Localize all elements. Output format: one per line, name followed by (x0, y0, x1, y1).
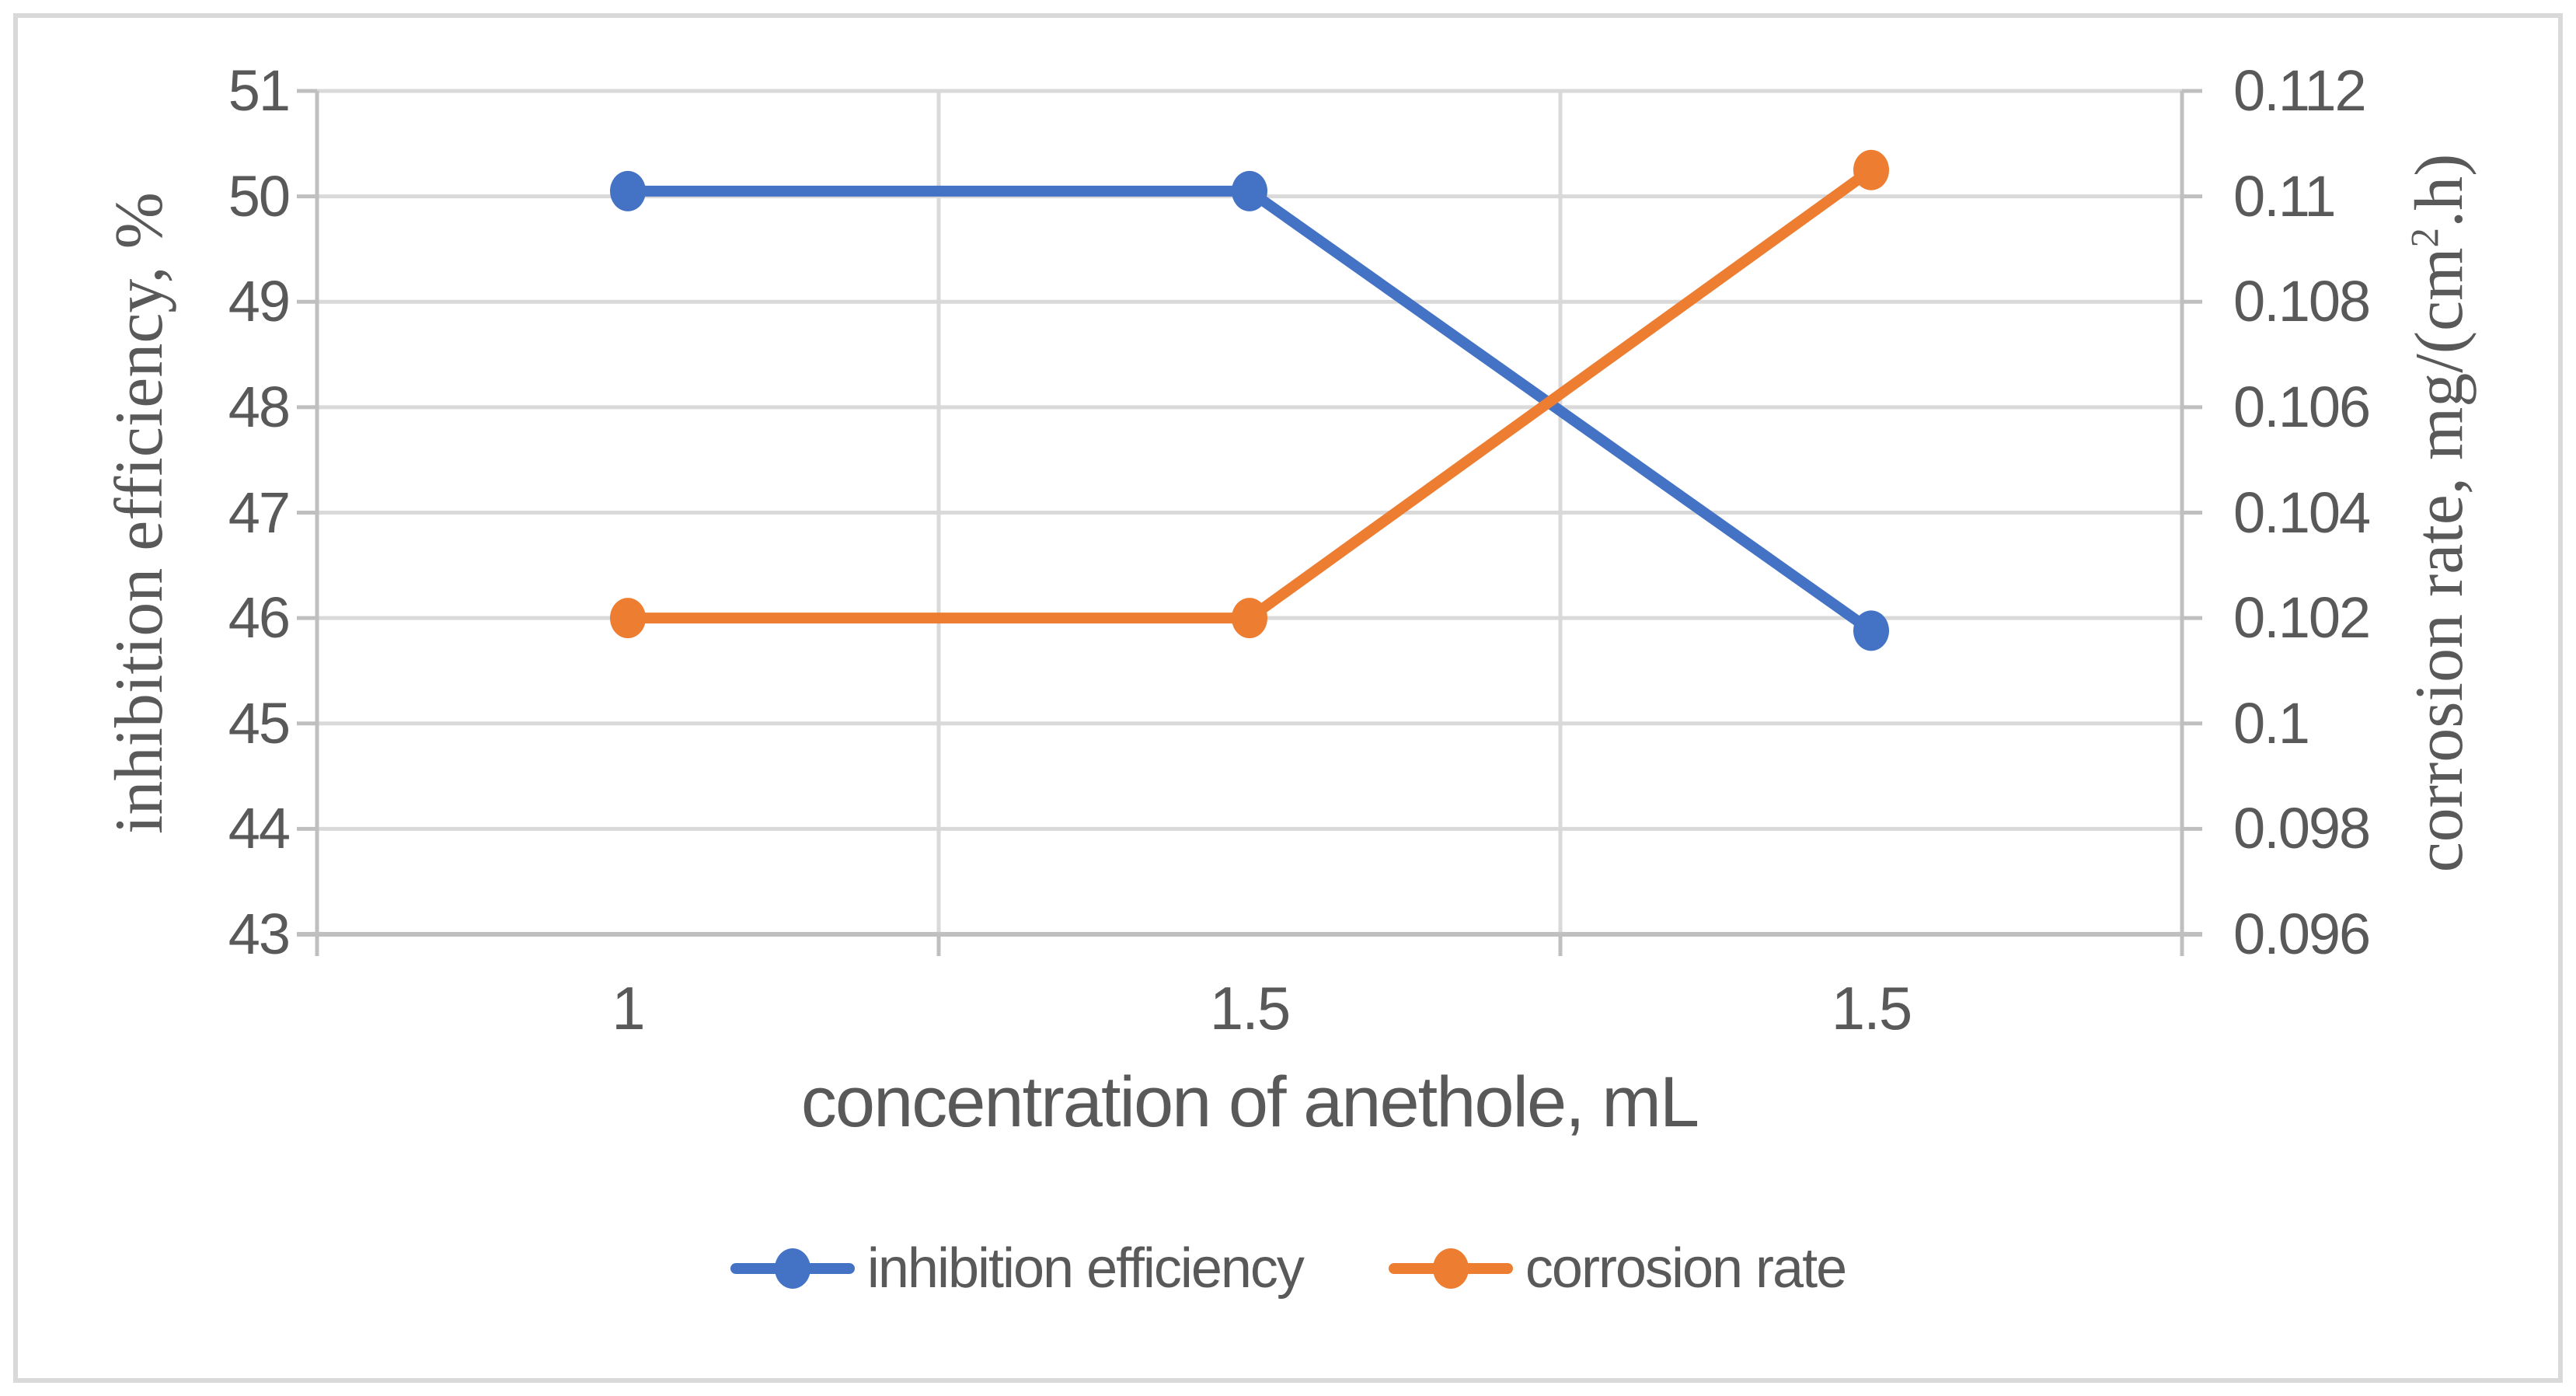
right-axis-tick-label: 0.098 (2233, 796, 2371, 861)
left-axis-tick-label: 43 (228, 902, 291, 966)
legend-item: inhibition efficiency (730, 1237, 1305, 1300)
legend-marker-icon (1432, 1248, 1469, 1289)
right-axis-tick-label: 0.11 (2233, 163, 2337, 229)
legend-swatch (730, 1246, 855, 1291)
chart-border (13, 13, 2563, 1383)
data-point-marker-corrosion-rate (1232, 598, 1267, 639)
right-axis-tick-label: 0.112 (2233, 58, 2367, 123)
left-axis-tick-label: 50 (228, 163, 291, 229)
data-point-marker-corrosion-rate (610, 598, 646, 639)
x-axis-tick-label: 1.5 (1831, 974, 1912, 1042)
left-axis-tick-label: 46 (228, 585, 291, 651)
data-point-marker-inhibition-efficiency (610, 170, 646, 211)
left-axis-tick-label: 47 (228, 480, 291, 545)
legend-item: corrosion rate (1388, 1237, 1847, 1300)
right-axis-tick-label: 0.106 (2233, 374, 2371, 439)
right-axis-tick-label: 0.096 (2233, 902, 2371, 966)
right-axis-title-suffix: .h) (2402, 153, 2477, 228)
legend-marker-icon (774, 1248, 810, 1289)
series-line-inhibition-efficiency (622, 185, 1877, 637)
x-axis-title: concentration of anethole, mL (800, 1063, 1699, 1142)
data-point-marker-corrosion-rate (1853, 149, 1889, 190)
right-axis-tick-label: 0.108 (2233, 269, 2371, 334)
legend: inhibition efficiency corrosion rate (0, 1239, 2576, 1298)
series-line-corrosion-rate (622, 164, 1877, 624)
right-axis-tick-label: 0.1 (2233, 690, 2310, 756)
right-axis-tick-label: 0.102 (2233, 585, 2371, 651)
right-axis-title: corrosion rate, mg/(cm2.h) (2402, 153, 2477, 873)
x-axis-tick-label: 1 (612, 974, 645, 1042)
legend-label: inhibition efficiency (866, 1237, 1305, 1300)
left-axis-tick-label: 45 (228, 690, 291, 756)
right-axis-tick-label: 0.104 (2233, 480, 2371, 545)
legend-label: corrosion rate (1525, 1237, 1847, 1300)
left-axis-tick-label: 49 (228, 269, 291, 334)
right-axis-title-prefix: corrosion rate, mg/(cm (2402, 247, 2477, 873)
left-axis-tick-label: 48 (228, 374, 291, 439)
left-axis-tick-label: 51 (228, 58, 291, 123)
x-axis-tick-label: 1.5 (1209, 974, 1291, 1042)
data-point-marker-inhibition-efficiency (1853, 610, 1889, 651)
left-axis-tick-label: 44 (228, 796, 291, 861)
right-axis-title-superscript: 2 (2403, 227, 2448, 248)
data-point-marker-inhibition-efficiency (1232, 170, 1267, 211)
left-axis-title: inhibition efficiency, % (102, 192, 177, 834)
legend-swatch (1388, 1246, 1513, 1291)
